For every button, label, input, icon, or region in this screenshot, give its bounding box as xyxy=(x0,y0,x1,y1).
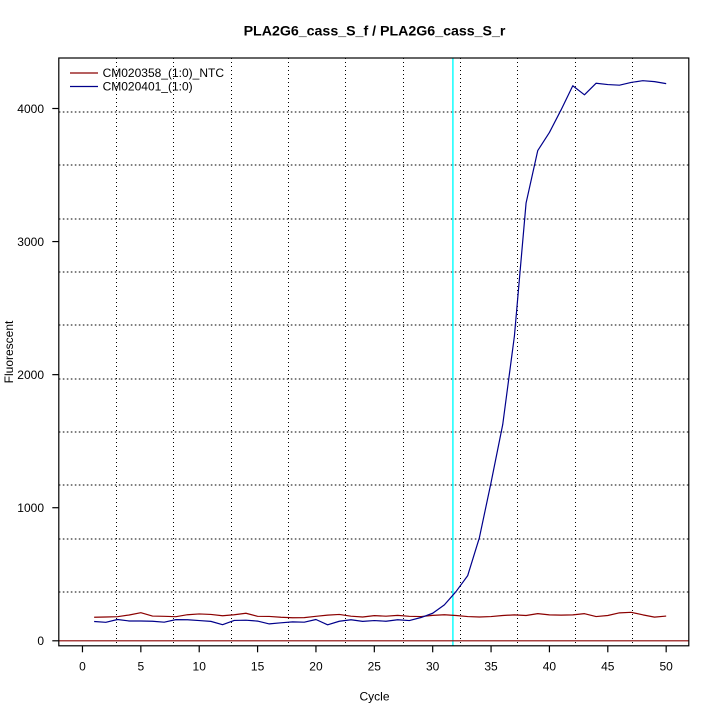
svg-text:PLA2G6_cass_S_f / PLA2G6_cass_: PLA2G6_cass_S_f / PLA2G6_cass_S_r xyxy=(244,24,506,40)
svg-text:45: 45 xyxy=(601,660,615,674)
svg-text:35: 35 xyxy=(484,660,498,674)
svg-text:25: 25 xyxy=(368,660,382,674)
svg-text:0: 0 xyxy=(37,634,44,648)
svg-text:CM020401_(1:0): CM020401_(1:0) xyxy=(103,79,193,93)
svg-text:5: 5 xyxy=(137,660,144,674)
svg-text:1000: 1000 xyxy=(17,501,44,515)
svg-text:Cycle: Cycle xyxy=(359,690,389,704)
svg-text:CM020358_(1:0)_NTC: CM020358_(1:0)_NTC xyxy=(103,66,225,80)
svg-text:2000: 2000 xyxy=(17,368,44,382)
svg-text:4000: 4000 xyxy=(17,102,44,116)
svg-text:Fluorescent: Fluorescent xyxy=(2,320,16,383)
svg-text:30: 30 xyxy=(426,660,440,674)
svg-text:10: 10 xyxy=(193,660,207,674)
svg-text:3000: 3000 xyxy=(17,235,44,249)
svg-text:50: 50 xyxy=(659,660,673,674)
svg-text:20: 20 xyxy=(309,660,323,674)
svg-text:40: 40 xyxy=(543,660,557,674)
svg-text:0: 0 xyxy=(79,660,86,674)
svg-text:15: 15 xyxy=(251,660,265,674)
